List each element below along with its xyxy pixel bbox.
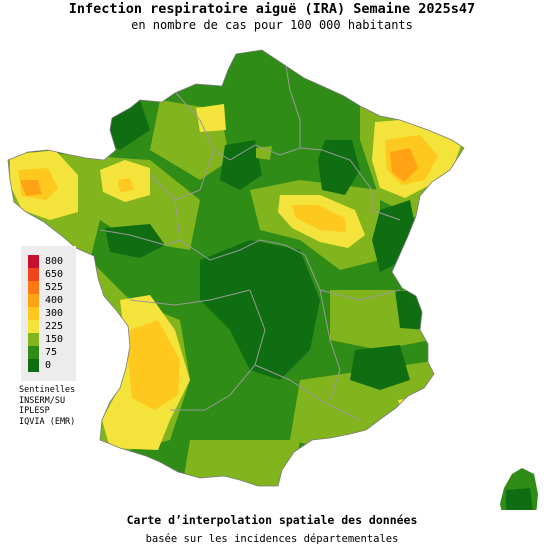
legend-item: 0 <box>28 359 51 372</box>
border-line <box>149 149 215 201</box>
legend-label: 0 <box>45 360 52 371</box>
map-title: Infection respiratoire aiguë (IRA) Semai… <box>68 1 476 17</box>
legend-label: 150 <box>45 334 64 345</box>
legend-label: 400 <box>45 295 64 306</box>
border-line <box>319 289 401 301</box>
border-line <box>254 364 361 421</box>
legend-swatch <box>28 307 39 320</box>
border-line <box>229 144 323 161</box>
legend-item: 400 <box>28 294 63 307</box>
border-line <box>285 65 301 148</box>
legend-item: 300 <box>28 307 63 320</box>
legend-label: 75 <box>45 347 58 358</box>
legend-label: 225 <box>45 321 64 332</box>
footer-note: basée sur les incidences départementales <box>145 533 399 545</box>
legend-swatch <box>28 255 39 268</box>
zone-elevated <box>118 178 134 192</box>
legend-swatch <box>28 346 39 359</box>
legend-swatch <box>28 333 39 346</box>
zone-low <box>395 290 428 330</box>
sources-heading: Sentinelles <box>19 385 76 395</box>
border-line <box>321 149 401 221</box>
source-line: INSERM/SU <box>19 395 66 406</box>
zone-low <box>200 240 320 380</box>
region-borders <box>99 65 401 421</box>
zone-mid <box>256 146 272 160</box>
map-subtitle: en nombre de cas pour 100 000 habitants <box>131 18 413 32</box>
legend-item: 800 <box>28 255 63 268</box>
zone-elevated <box>128 320 180 410</box>
data-sources: Sentinelles INSERM/SU IPLESP IQVIA (EMR) <box>19 385 75 427</box>
zone-low <box>372 200 416 272</box>
zone-low <box>318 140 360 195</box>
legend-item: 650 <box>28 268 63 281</box>
zone-high <box>390 148 418 182</box>
zone-high <box>20 180 42 196</box>
zone-low <box>350 345 410 390</box>
border-line <box>99 229 181 246</box>
legend-item: 75 <box>28 346 57 359</box>
border-line <box>129 289 251 306</box>
zone-low <box>220 140 262 190</box>
legend-swatch <box>28 281 39 294</box>
zone-elevated <box>292 205 346 232</box>
legend-item: 150 <box>28 333 63 346</box>
zone-moderate <box>196 104 226 132</box>
legend-item: 225 <box>28 320 63 333</box>
corsica <box>500 468 538 510</box>
zone-low <box>105 224 165 258</box>
legend: 800 650 525 400 300 225 150 75 0 <box>21 246 76 381</box>
legend-swatch <box>28 268 39 281</box>
zone-low <box>390 442 420 462</box>
footer-caption: Carte d’interpolation spatiale des donné… <box>126 513 418 527</box>
corsica-low-zone <box>506 488 534 510</box>
legend-label: 800 <box>45 256 64 267</box>
france-incidence-map <box>7 49 538 510</box>
legend-label: 300 <box>45 308 64 319</box>
legend-swatch <box>28 320 39 333</box>
legend-label: 525 <box>45 282 64 293</box>
source-line: IQVIA (EMR) <box>19 416 76 427</box>
zone-moderate <box>398 398 414 412</box>
border-line <box>170 289 266 411</box>
legend-swatch <box>28 294 39 307</box>
legend-label: 650 <box>45 269 64 280</box>
france-outline <box>7 49 465 487</box>
source-line: IPLESP <box>19 406 50 416</box>
border-line <box>174 199 321 291</box>
border-line <box>319 289 341 401</box>
legend-swatch <box>28 359 39 372</box>
border-line <box>175 92 231 161</box>
legend-item: 525 <box>28 281 63 294</box>
